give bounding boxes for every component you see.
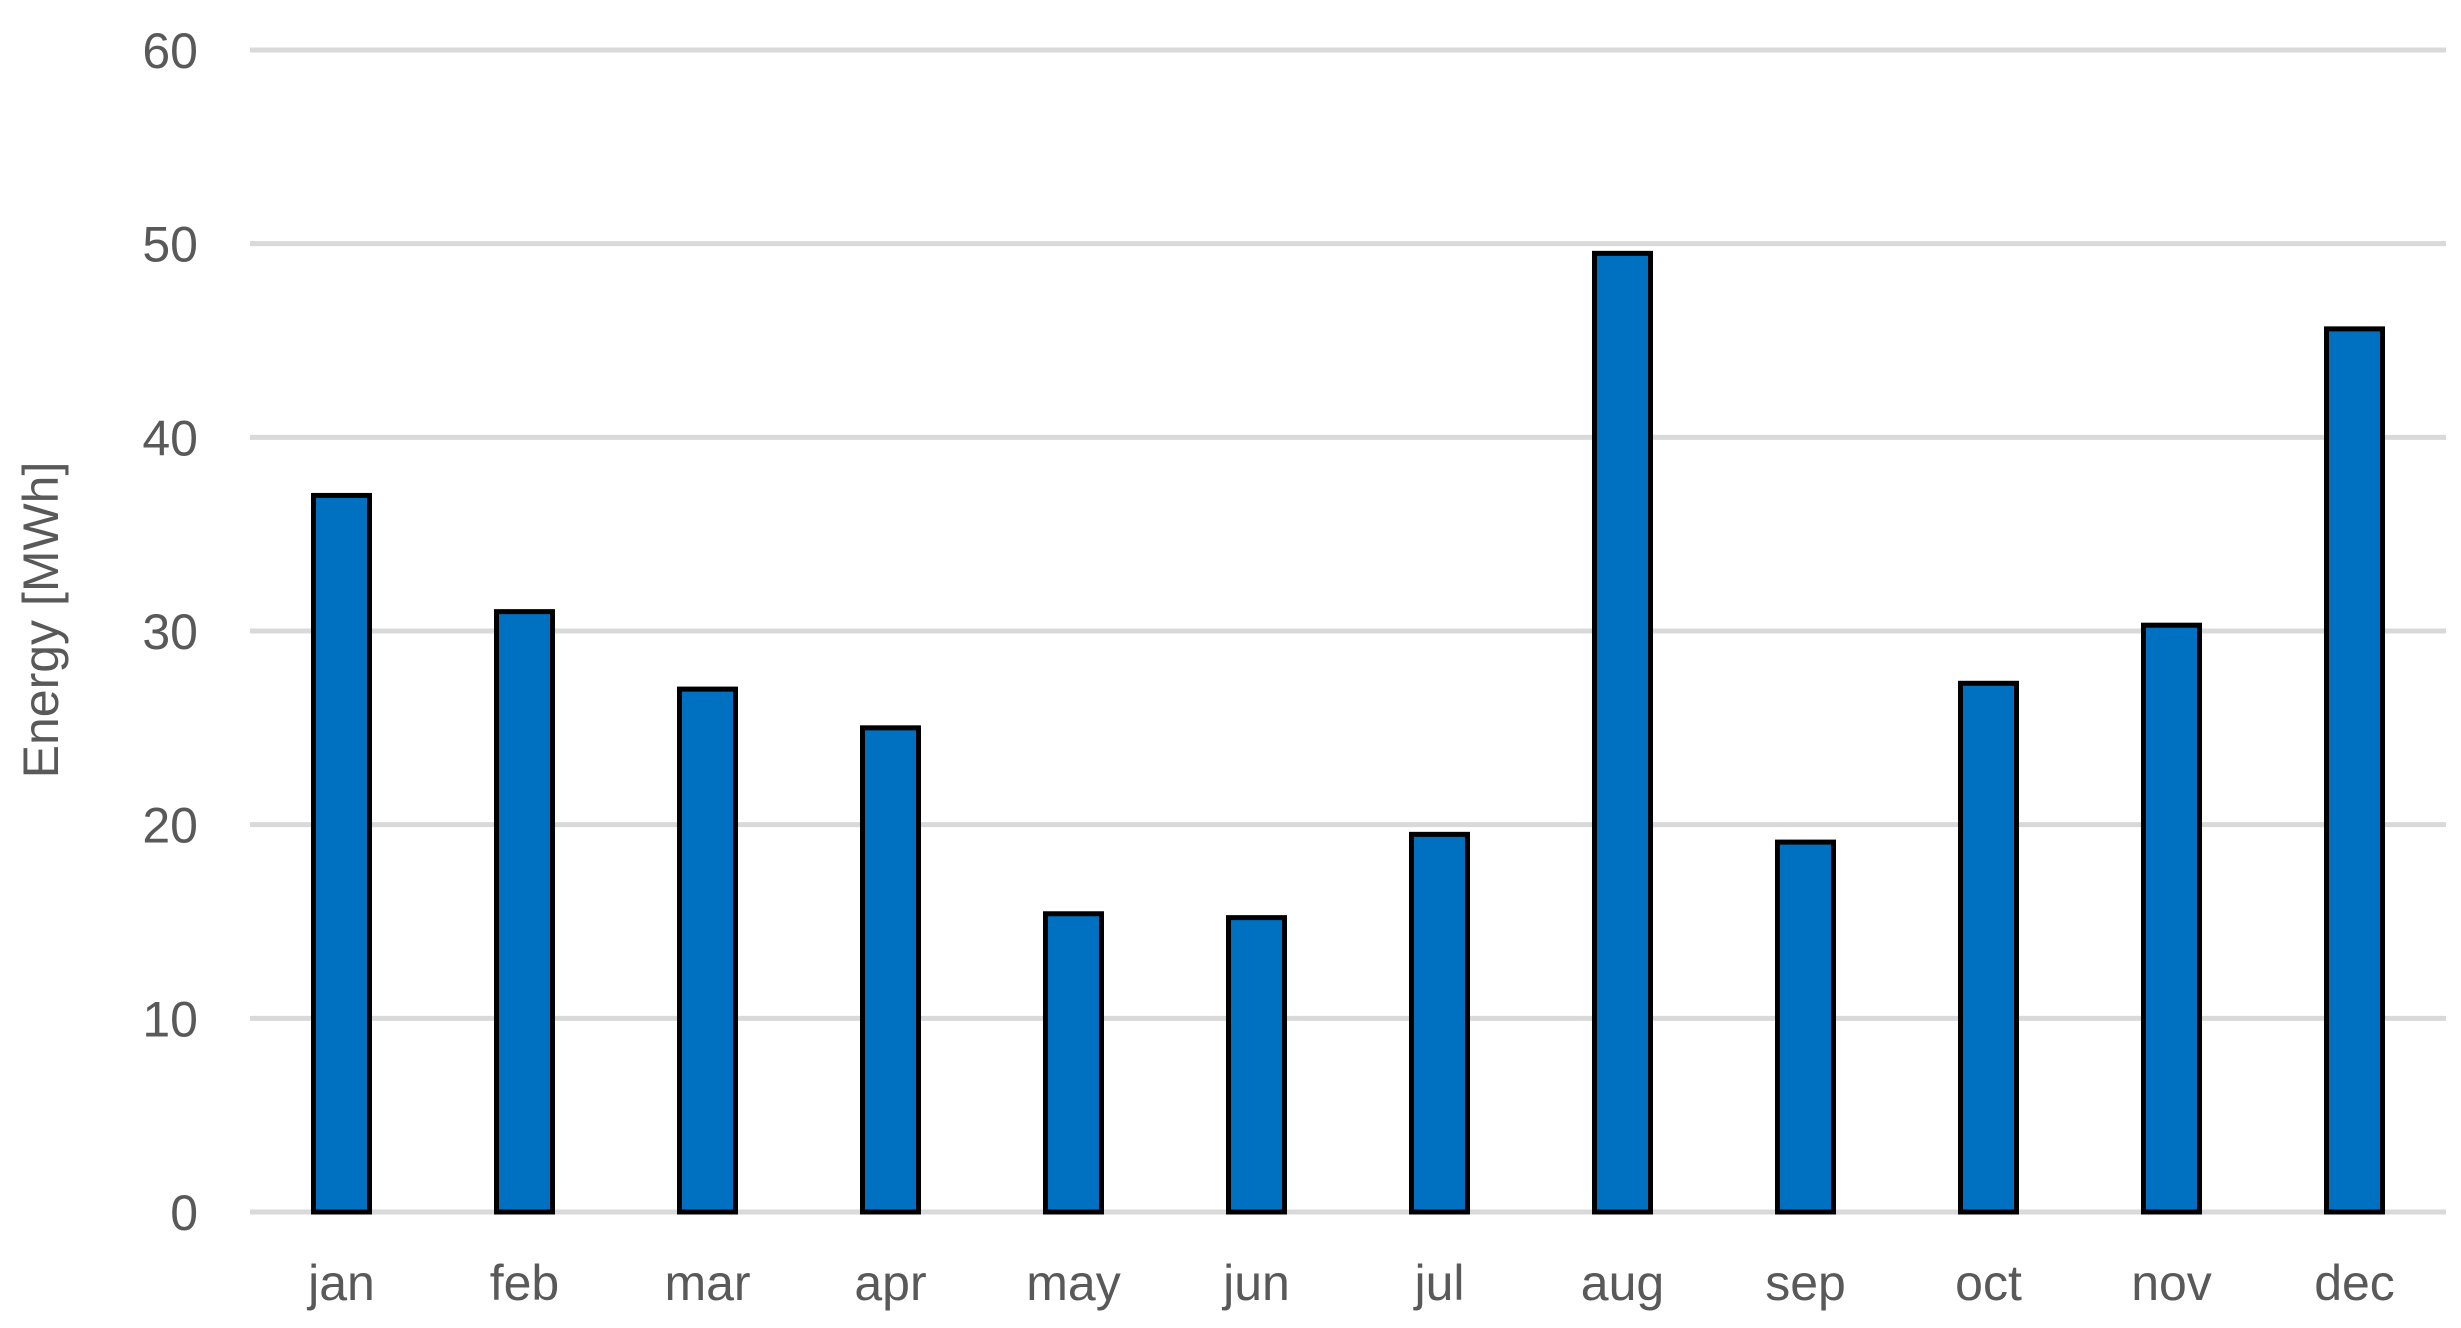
- bar-nov: [2141, 622, 2202, 1215]
- y-tick-label: 0: [170, 1185, 198, 1241]
- x-axis-tick-labels: jan feb mar apr may jun jul aug sep oct nov dec: [306, 1255, 2395, 1311]
- x-tick-label-may: may: [1026, 1255, 1120, 1311]
- y-tick-label: 30: [142, 604, 198, 660]
- y-tick-label: 60: [142, 23, 198, 79]
- bar-dec: [2324, 326, 2385, 1215]
- x-tick-label-jul: jul: [1412, 1255, 1464, 1311]
- bar-oct: [1958, 680, 2019, 1215]
- x-tick-label-apr: apr: [854, 1255, 926, 1311]
- bar-aug: [1592, 250, 1653, 1215]
- bar-sep: [1775, 839, 1836, 1215]
- x-tick-label-jun: jun: [1221, 1255, 1290, 1311]
- bar-jul: [1409, 831, 1470, 1215]
- bars: [311, 250, 2385, 1215]
- y-tick-label: 10: [142, 991, 198, 1047]
- bar-may: [1043, 911, 1104, 1215]
- y-axis-title: Energy [MWh]: [13, 462, 69, 779]
- x-tick-label-dec: dec: [2314, 1255, 2395, 1311]
- y-axis-tick-labels: 0 10 20 30 40 50 60: [142, 23, 198, 1241]
- x-tick-label-jan: jan: [306, 1255, 375, 1311]
- bar-apr: [860, 725, 921, 1215]
- y-tick-label: 20: [142, 798, 198, 854]
- bar-jun: [1226, 915, 1287, 1215]
- y-tick-label: 40: [142, 410, 198, 466]
- bar-jan: [311, 492, 372, 1215]
- x-tick-label-aug: aug: [1581, 1255, 1664, 1311]
- x-tick-label-sep: sep: [1765, 1255, 1846, 1311]
- bar-feb: [494, 609, 555, 1215]
- gridlines: [250, 47, 2446, 1215]
- x-tick-label-oct: oct: [1955, 1255, 2022, 1311]
- x-tick-label-mar: mar: [664, 1255, 750, 1311]
- bar-mar: [677, 686, 738, 1215]
- x-tick-label-nov: nov: [2131, 1255, 2212, 1311]
- x-tick-label-feb: feb: [490, 1255, 560, 1311]
- y-tick-label: 50: [142, 217, 198, 273]
